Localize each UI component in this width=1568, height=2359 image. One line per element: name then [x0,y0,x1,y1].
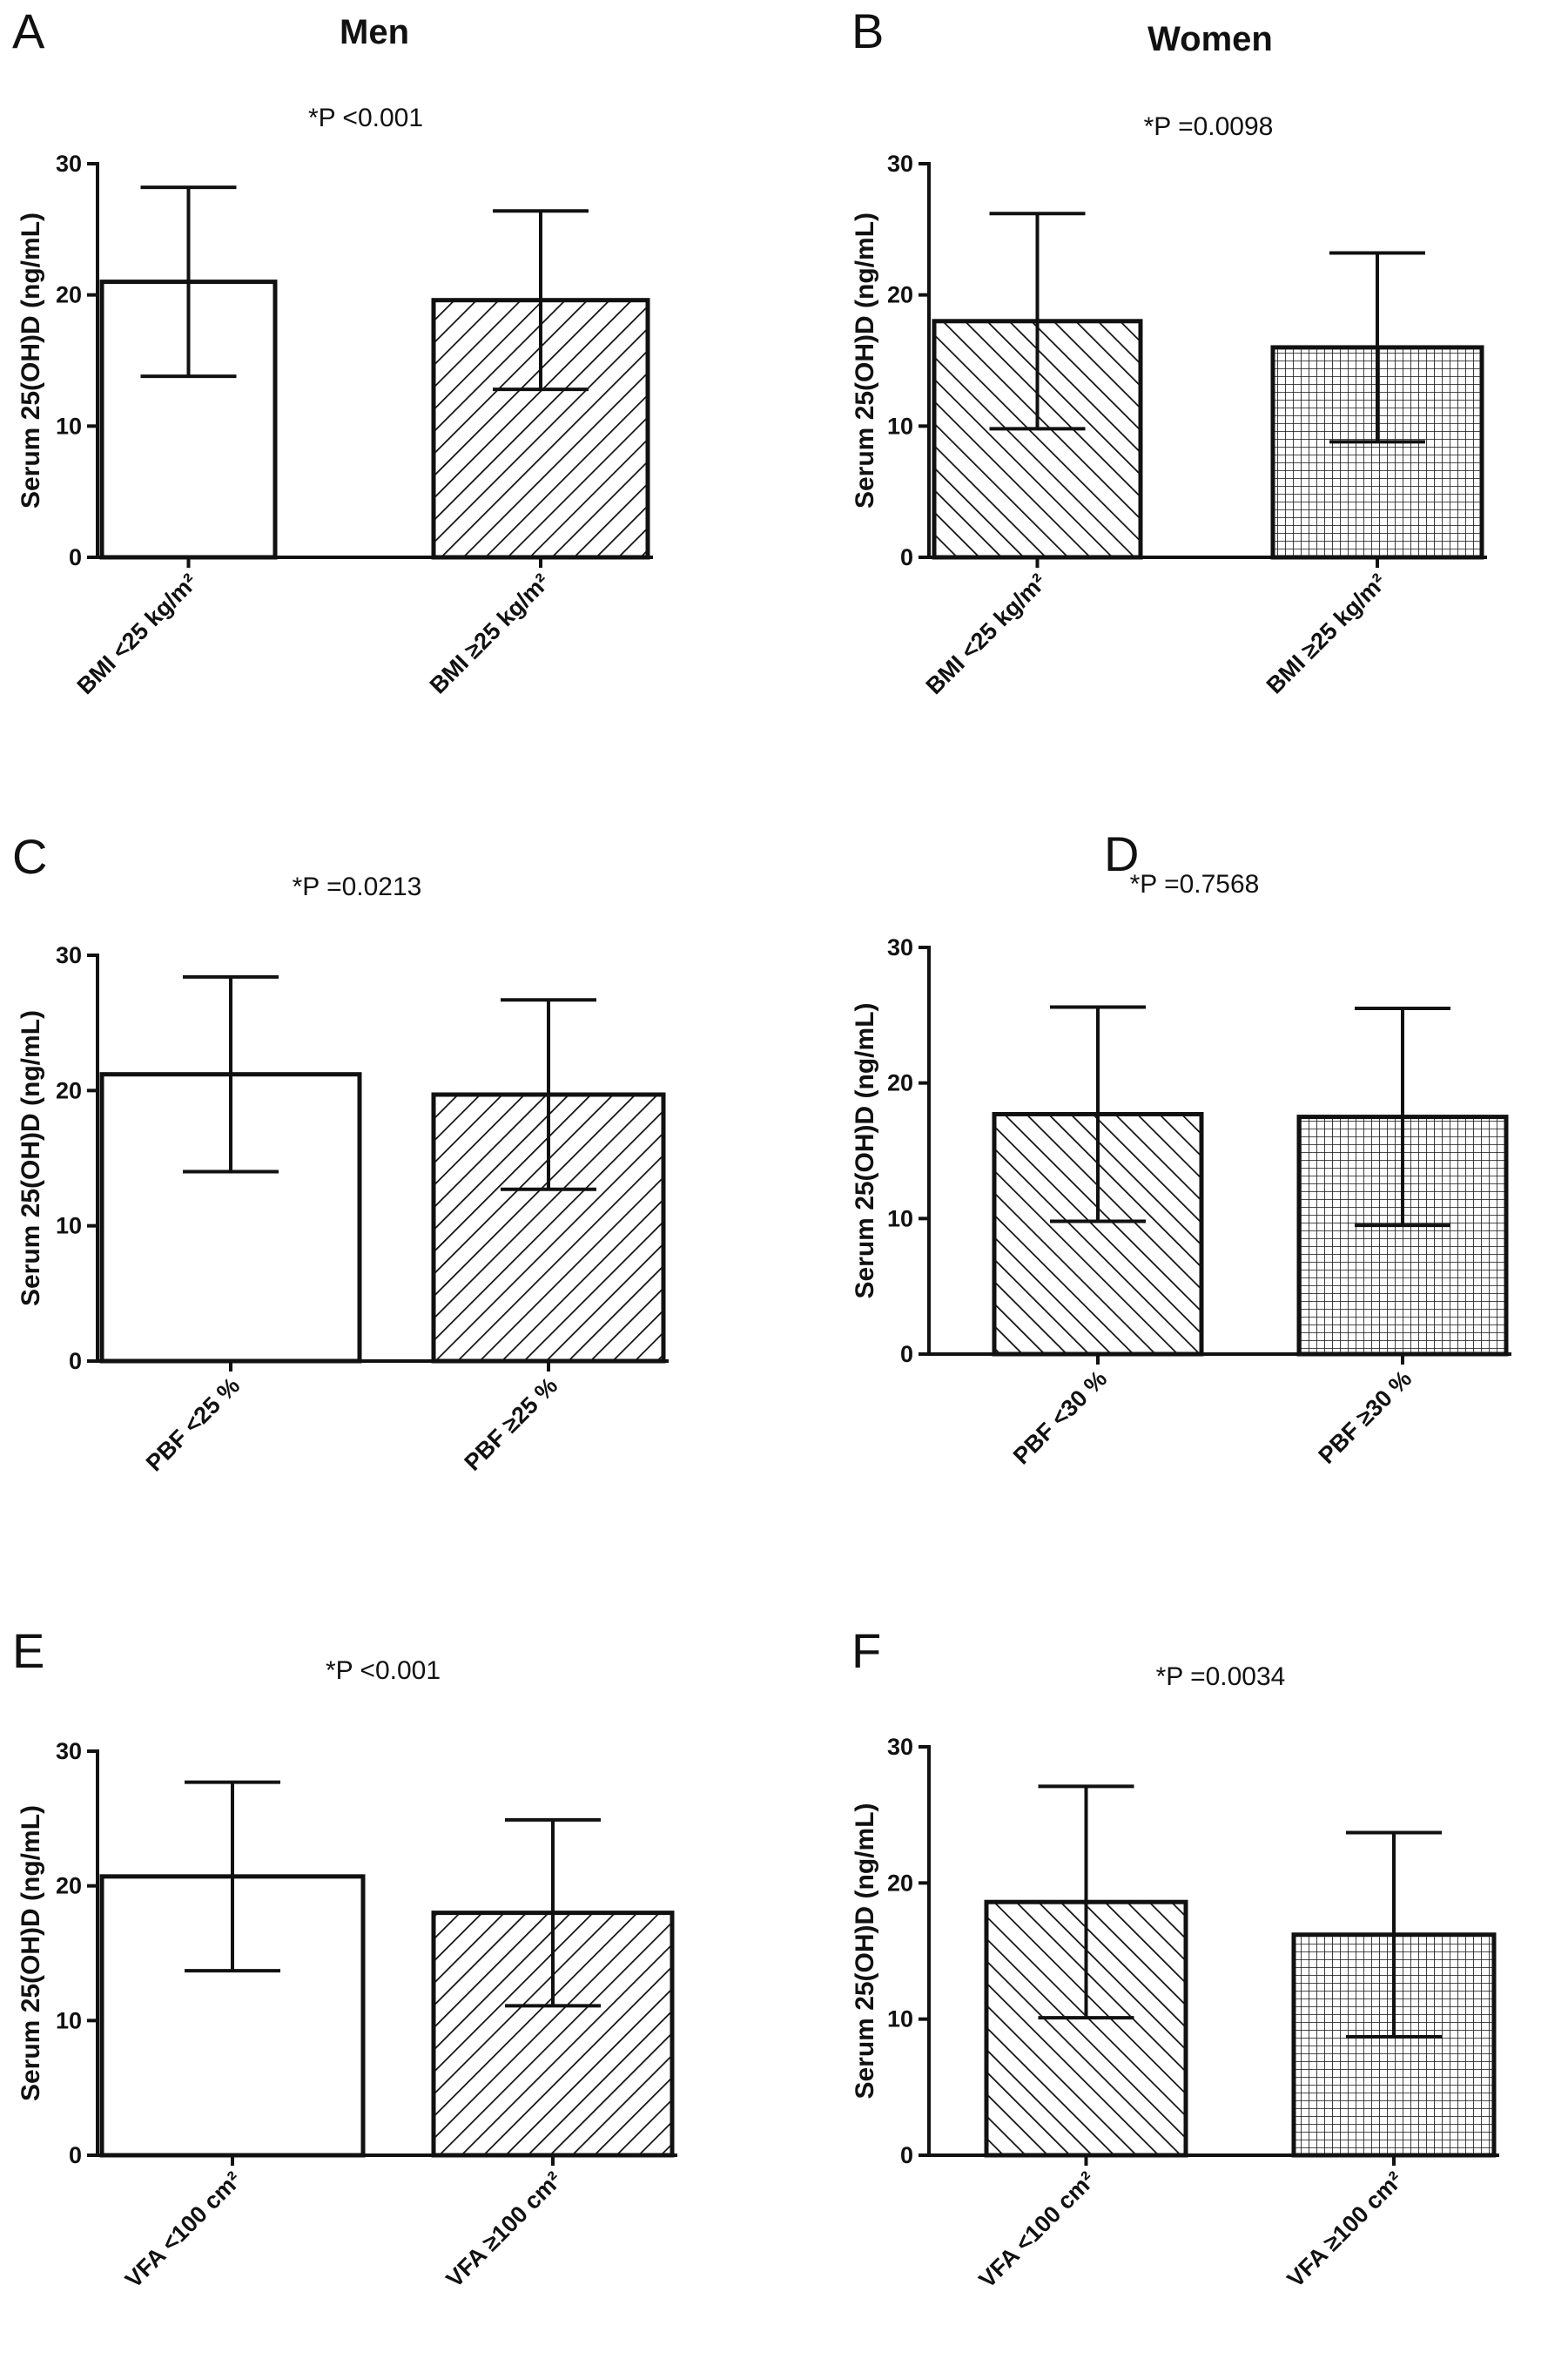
category-label: PBF ≥30 % [1314,1365,1417,1469]
panel-e: E *P <0.001 0 10 20 30 Serum 25(OH)D (ng/mL) VF… [12,1623,677,2293]
p-value-label: *P =0.0213 [293,873,422,901]
category-label: BMI ≥25 kg/m² [1262,569,1391,698]
category-label: PBF <25 % [141,1372,245,1476]
y-tick-label: 0 [69,1348,82,1374]
y-tick-label: 10 [56,1213,82,1239]
y-tick-label: 0 [900,1341,913,1367]
category-label: VFA ≥100 cm² [441,2167,568,2293]
y-tick-label: 20 [56,282,82,308]
y-tick-label: 20 [887,282,913,308]
y-tick-label: 20 [56,1077,82,1103]
panel-letter: D [1104,826,1139,881]
column-title-men: Men [340,13,409,51]
y-tick-label: 10 [887,1205,913,1231]
column-title-women: Women [1147,20,1273,58]
p-value-label: *P =0.0034 [1156,1662,1286,1691]
y-axis-label: Serum 25(OH)D (ng/mL) [851,1803,879,2099]
p-value-label: *P <0.001 [308,104,423,132]
category-label: PBF ≥25 % [460,1372,563,1476]
y-axis-label: Serum 25(OH)D (ng/mL) [17,212,45,509]
y-tick-label: 0 [900,2142,913,2168]
p-value-label: *P <0.001 [326,1656,441,1685]
category-label: PBF <30 % [1008,1365,1112,1469]
p-value-label: *P =0.0098 [1144,112,1274,141]
panel-letter: F [851,1623,881,1678]
y-tick-label: 0 [900,544,913,570]
category-label: BMI ≥25 kg/m² [425,569,555,698]
panel-a: A *P <0.001 0 10 20 30 Serum 25(OH)D (ng/mL) BM… [12,3,653,699]
category-label: VFA <100 cm² [974,2167,1100,2293]
panel-letter: A [12,3,45,58]
y-tick-label: 20 [887,1870,913,1896]
y-axis-label: Serum 25(OH)D (ng/mL) [851,212,879,509]
panel-d: D*P =0.7568 0 10 20 30 Serum 25(OH)D (ng/mL) P… [851,826,1511,1469]
y-tick-label: 0 [69,544,82,570]
panel-letter: C [12,829,47,884]
category-label: VFA ≥100 cm² [1282,2167,1409,2293]
y-tick-label: 30 [56,942,82,968]
y-axis-label: Serum 25(OH)D (ng/mL) [17,1010,45,1306]
panel-c: C *P =0.0213 0 10 20 30 Serum 25(OH)D (ng/mL) P… [12,829,669,1476]
y-tick-label: 20 [56,1873,82,1899]
y-tick-label: 30 [56,151,82,177]
panel-f: F *P =0.0034 0 10 20 30 Serum 25(OH)D (ng/mL) V… [851,1623,1499,2293]
y-tick-label: 30 [887,934,913,960]
y-axis-label: Serum 25(OH)D (ng/mL) [851,1002,879,1298]
p-value-label: *P =0.7568 [1130,870,1260,899]
y-tick-label: 10 [56,413,82,439]
y-tick-label: 0 [69,2142,82,2168]
panel-letter: B [851,3,884,58]
y-axis-label: Serum 25(OH)D (ng/mL) [17,1805,45,2101]
y-tick-label: 10 [887,2006,913,2032]
y-tick-label: 10 [887,413,913,439]
panel-letter: E [12,1623,44,1678]
category-label: BMI <25 kg/m² [921,569,1052,699]
panel-b: B *P =0.0098 0 10 20 30 Serum 25(OH)D (ng/mL) B… [851,3,1487,699]
y-tick-label: 30 [887,1734,913,1760]
y-tick-label: 30 [887,151,913,177]
category-label: BMI <25 kg/m² [72,569,203,699]
category-label: VFA <100 cm² [120,2167,246,2293]
y-tick-label: 20 [887,1070,913,1096]
y-tick-label: 30 [56,1738,82,1764]
y-tick-label: 10 [56,2007,82,2033]
